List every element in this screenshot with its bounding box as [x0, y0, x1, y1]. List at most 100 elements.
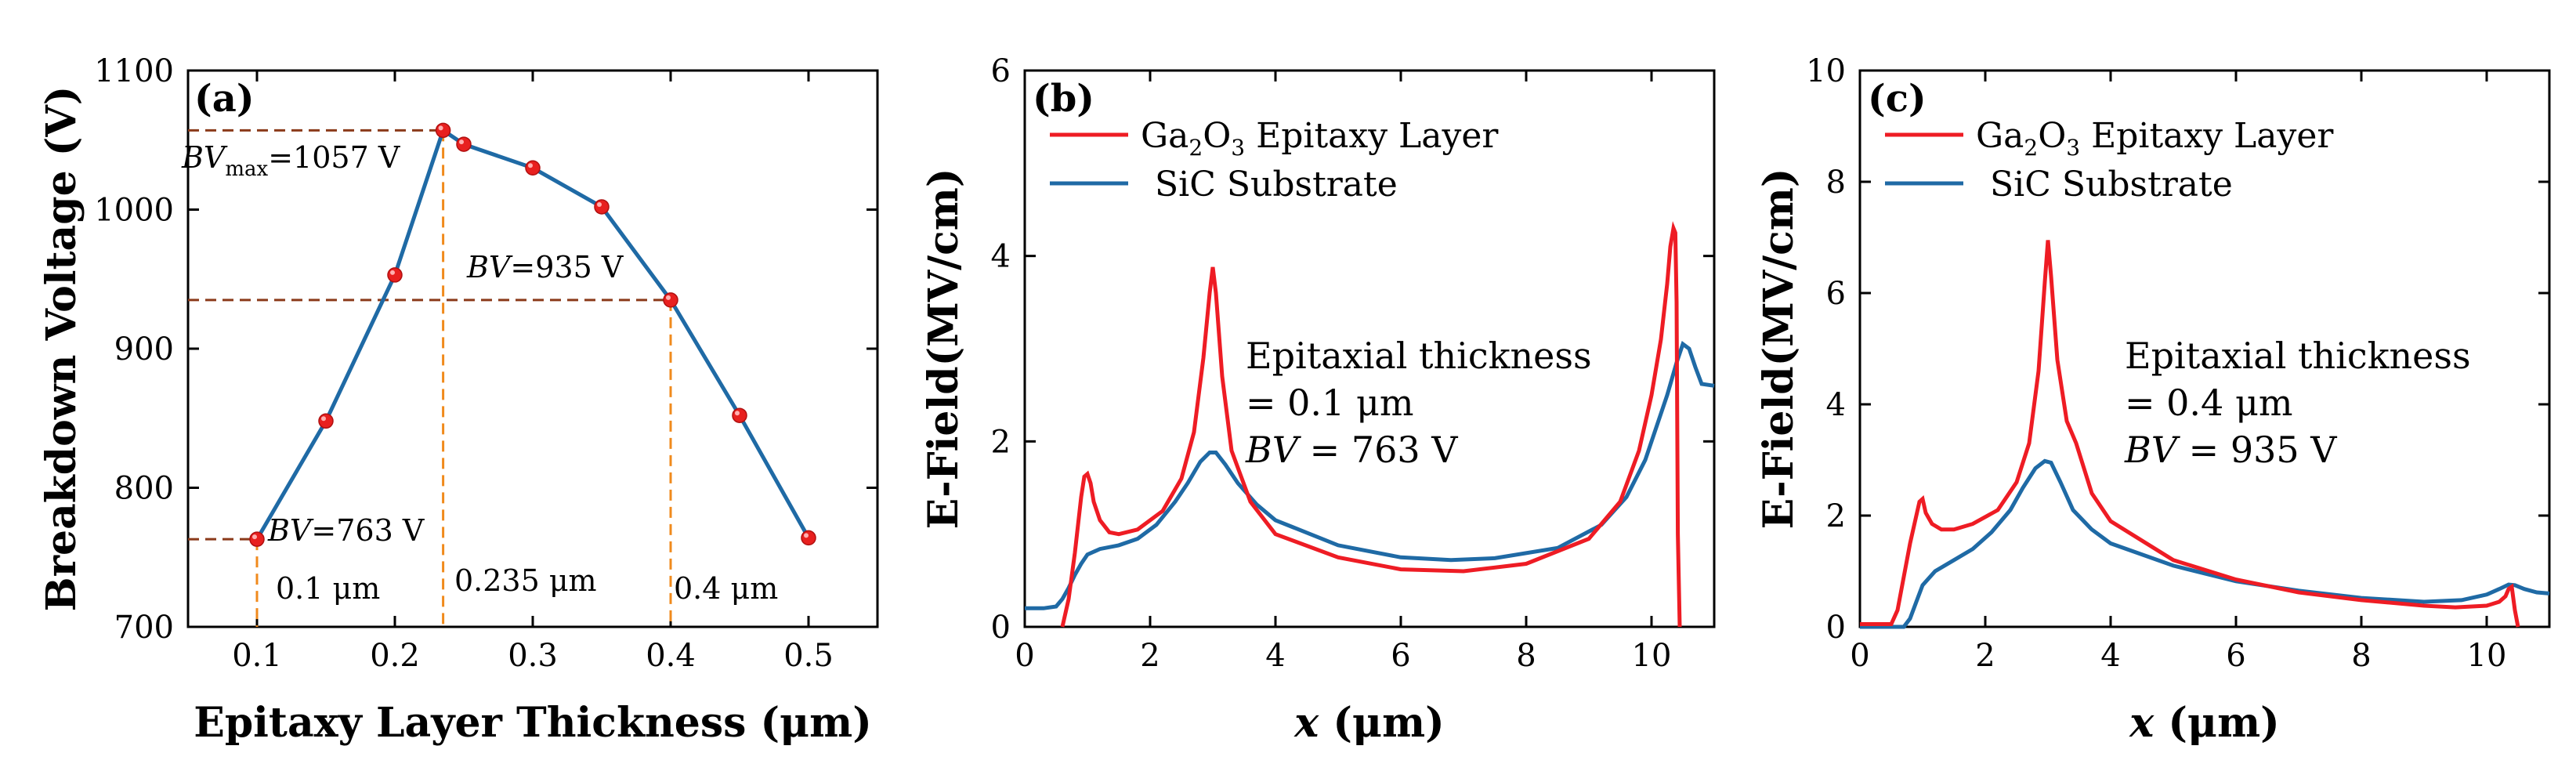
panel-c-ylabel: E-Field(MV/cm): [1755, 168, 1803, 530]
panel-c-text-line2: = 0.4 μm: [2125, 382, 2292, 424]
data-point-highlight: [459, 139, 464, 145]
y-tick-label: 2: [1826, 498, 1846, 534]
panel-c-legend: Ga2O3 Epitaxy Layer SiC Substrate: [1885, 116, 2334, 205]
y-tick-label: 8: [1826, 165, 1846, 201]
data-point: [801, 530, 816, 546]
data-point-highlight: [321, 416, 326, 422]
x-tick-label: 2: [1140, 638, 1160, 674]
y-tick-label: 10: [1806, 53, 1846, 89]
bv763-annotation: BV=763 V: [267, 513, 425, 548]
y-tick-label: 1100: [94, 53, 174, 89]
data-point-highlight: [390, 270, 395, 275]
x-tick-label: 0.1: [232, 638, 282, 674]
x-tick-label: 10: [2467, 638, 2507, 674]
x-tick-label: 0: [1850, 638, 1869, 674]
bv935-value: =935 V: [510, 250, 623, 284]
bv935-prefix: BV: [466, 250, 513, 284]
bvmax-prefix: BV: [181, 140, 228, 175]
x-tick-label: 0.3: [508, 638, 558, 674]
bvmax-sub: max: [225, 157, 268, 181]
data-point: [594, 199, 610, 215]
panel-a-markers: [249, 122, 816, 547]
x-tick-label: 8: [2351, 638, 2371, 674]
bv763-prefix: BV: [267, 513, 314, 548]
data-point-highlight: [528, 163, 533, 168]
data-point: [435, 122, 451, 139]
bv935-annotation: BV=935 V: [466, 250, 624, 284]
panel-b-text-line3: BV = 763 V: [1245, 429, 1458, 471]
panel-b-text-line2: = 0.1 μm: [1246, 382, 1413, 424]
data-point: [732, 407, 747, 423]
y-tick-label: 700: [114, 610, 174, 646]
data-point: [318, 413, 334, 429]
data-point: [525, 160, 541, 176]
x-tick-label: 10: [1632, 638, 1672, 674]
y-tick-label: 0: [991, 610, 1011, 646]
panel-a-guides: [188, 129, 672, 627]
x-tick-label: 6: [1391, 638, 1410, 674]
legend-label-ga2o3: Ga2O3 Epitaxy Layer: [1141, 116, 1499, 161]
data-point-highlight: [252, 534, 257, 540]
thickness-0.4-label: 0.4 μm: [674, 571, 778, 606]
panel-c-ticks: 0 2 4 6 8 10 0 2 4 6 8 10: [1806, 53, 2549, 674]
x-tick-label: 8: [1516, 638, 1536, 674]
y-tick-label: 1000: [94, 193, 174, 229]
legend-label-sic: SiC Substrate: [1155, 165, 1398, 205]
panel-a-xlabel: Epitaxy Layer Thickness (μm): [194, 699, 872, 747]
data-point: [663, 292, 678, 308]
y-tick-label: 2: [991, 424, 1011, 460]
data-point-highlight: [804, 533, 809, 538]
panel-b-ticks: 0 2 4 6 8 10 0 2 4 6: [991, 53, 1714, 674]
data-point-highlight: [597, 201, 602, 207]
data-point-highlight: [735, 411, 740, 416]
y-tick-label: 6: [1826, 276, 1846, 312]
x-tick-label: 0.5: [783, 638, 834, 674]
panel-b-ylabel: E-Field(MV/cm): [920, 168, 968, 530]
panel-a-series-line: [255, 127, 811, 541]
x-tick-label: 6: [2226, 638, 2245, 674]
data-point-highlight: [438, 125, 443, 131]
bv763-value: =763 V: [311, 513, 424, 548]
panel-c-label: (c): [1868, 77, 1927, 121]
panel-b-frame: [1023, 69, 1716, 628]
data-point: [249, 531, 265, 547]
panel-b-label: (b): [1033, 77, 1094, 121]
legend-label-ga2o3: Ga2O3 Epitaxy Layer: [1976, 116, 2334, 161]
x-tick-label: 0.2: [370, 638, 420, 674]
bvmax-value: =1057 V: [268, 140, 400, 175]
data-point: [387, 267, 403, 283]
data-point: [456, 136, 472, 152]
panel-c-textblock: Epitaxial thickness = 0.4 μm BV = 935 V: [2124, 335, 2471, 471]
y-tick-label: 900: [114, 331, 174, 367]
y-tick-label: 4: [991, 239, 1011, 275]
panel-a-ticks: 0.1 0.2 0.3 0.4 0.5 700 800 900 1000 1100: [94, 53, 877, 674]
panel-b-xlabel: x (μm): [1293, 699, 1444, 747]
panel-b-text-line1: Epitaxial thickness: [1246, 335, 1592, 377]
y-tick-label: 6: [991, 53, 1011, 89]
thickness-0.235-label: 0.235 μm: [454, 563, 597, 598]
thickness-0.1-label: 0.1 μm: [276, 571, 380, 606]
panel-b-sic-line: [1025, 341, 1715, 610]
y-tick-label: 4: [1826, 387, 1846, 423]
x-tick-label: 0: [1015, 638, 1034, 674]
data-point-highlight: [666, 295, 671, 300]
y-tick-label: 800: [114, 471, 174, 507]
panel-c-sic-line: [1860, 458, 2550, 629]
panel-b-legend: Ga2O3 Epitaxy Layer SiC Substrate: [1050, 116, 1499, 205]
panel-c-xlabel: x (μm): [2129, 699, 2279, 747]
bvmax-annotation: BVmax=1057 V: [181, 140, 400, 181]
panel-c-text-line1: Epitaxial thickness: [2125, 335, 2471, 377]
x-tick-label: 0.4: [646, 638, 696, 674]
y-tick-label: 0: [1826, 610, 1846, 646]
x-tick-label: 4: [2100, 638, 2120, 674]
panel-c-text-line3: BV = 935 V: [2124, 429, 2337, 471]
panel-c-ga2o3-line: [1860, 240, 2520, 628]
panel-b-textblock: Epitaxial thickness = 0.1 μm BV = 763 V: [1245, 335, 1592, 471]
x-tick-label: 4: [1265, 638, 1285, 674]
panel-c: 0 2 4 6 8 10 0 2 4 6 8 10 (c) Ga2O3 Epitaxy Layer S…: [1755, 53, 2551, 747]
panel-b-ga2o3-line: [1060, 221, 1682, 628]
x-tick-label: 2: [1975, 638, 1995, 674]
panel-a-label: (a): [194, 77, 255, 121]
